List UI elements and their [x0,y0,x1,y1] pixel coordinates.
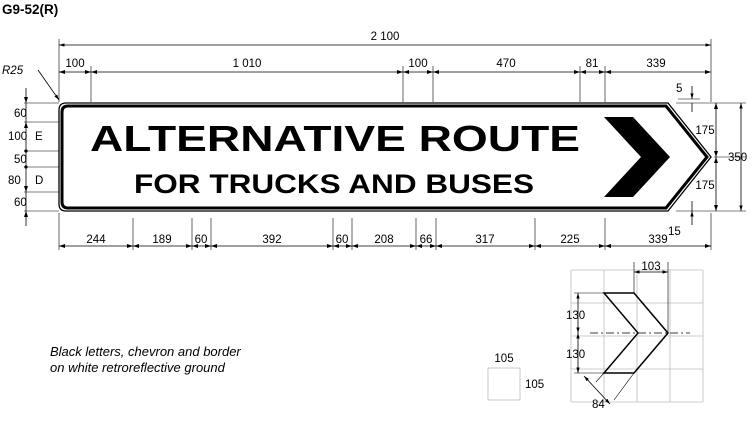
bottom-dim-label: 392 [262,234,281,246]
bottom-dim-label: 208 [374,234,393,246]
overall-width-dimension: 2 100 [58,31,712,102]
top-dim-label: 470 [496,58,515,70]
corner-radius-callout: R25 [2,65,60,101]
grid-square-top-label: 105 [494,353,513,365]
sign-panel: ALTERNATIVE ROUTE FOR TRUCKS AND BUSES [58,102,712,212]
bottom-dim-label: 244 [86,234,106,246]
chevron-arrow-icon [604,117,670,197]
material-note: Black letters, chevron and border on whi… [50,344,241,375]
bottom-dim-label: 225 [560,234,579,246]
right-dimensions: 5 175 350 175 15 [668,83,747,238]
bottom-dim-label: 60 [336,234,349,246]
chevron-lower-label: 130 [566,349,585,361]
top-dim-label: 100 [408,58,427,70]
left-dimensions: 60 100 E 50 80 D 60 [8,88,59,226]
bottom-dim-label: 66 [420,234,433,246]
right-dim-label: 350 [728,152,747,164]
grid-square-side-label: 105 [525,379,544,391]
left-dim-label: 100 [8,131,27,143]
top-dimensions: 100 1 010 100 470 81 339 [59,58,711,102]
right-dim-label: 175 [695,180,714,192]
right-dim-label: 5 [676,83,682,95]
top-dim-label: 339 [646,58,665,70]
chevron-detail: 103 130 130 84 [566,261,704,411]
chevron-upper-label: 130 [566,310,585,322]
left-dim-label: 60 [14,197,27,209]
top-dim-label: 1 010 [233,58,262,70]
legend-line-2: FOR TRUCKS AND BUSES [134,169,534,199]
grid-square-key: 105 105 [487,353,544,401]
top-dim-label: 100 [65,58,84,70]
right-dim-label: 175 [695,125,714,137]
left-dim-label: 60 [14,108,27,120]
bottom-dim-label: 60 [195,234,208,246]
chevron-width-label: 103 [641,261,660,273]
top-dim-label: 81 [586,58,599,70]
bottom-dimensions: 244 189 60 392 60 208 66 317 225 339 [58,213,712,250]
corner-radius-label: R25 [2,65,24,77]
sign-code-title: G9-52(R) [2,2,58,17]
overall-width-label: 2 100 [371,31,400,43]
legend-line-1: ALTERNATIVE ROUTE [90,118,580,159]
note-line-1: Black letters, chevron and border [50,344,241,359]
left-dim-label: 50 [14,154,27,166]
bottom-dim-label: 317 [475,234,494,246]
bottom-dim-label: 339 [648,234,667,246]
left-dim-label: D [35,175,43,187]
bottom-dim-label: 189 [152,234,171,246]
note-line-2: on white retroreflective ground [50,360,226,375]
right-dim-label: 15 [668,226,681,238]
left-dim-label: 80 [8,175,21,187]
left-dim-label: E [35,131,43,143]
chevron-stroke-label: 84 [592,399,605,411]
